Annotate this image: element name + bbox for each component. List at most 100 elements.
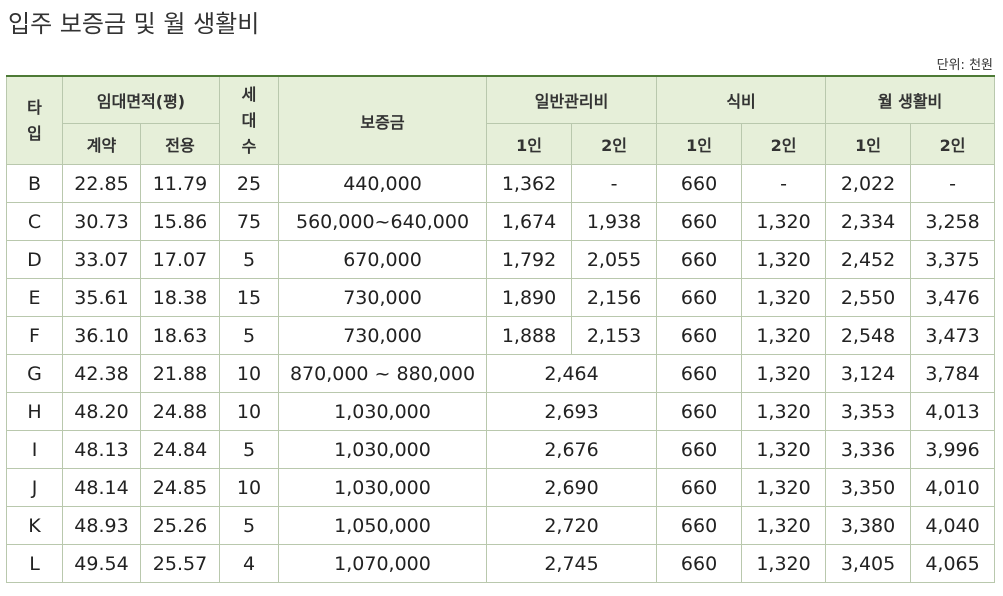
unit-label: 단위: 천원 [936,58,993,73]
cell-living-1: 2,452 [825,240,912,279]
table-row: F 36.10 18.63 5 730,000 1,888 2,153 660 1,320 2,5… [6,316,996,355]
cell-area-exclusive: 15.86 [139,202,221,241]
cell-living-1: 3,336 [825,430,912,469]
cell-deposit: 1,030,000 [278,392,488,431]
cell-living-1: 3,353 [825,392,912,431]
cell-area-exclusive: 24.85 [139,468,221,507]
table-row: J 48.14 24.85 10 1,030,000 2,690 660 1,320 3,350… [6,468,996,507]
cell-deposit: 1,050,000 [278,506,488,545]
cell-living-2: 3,473 [910,316,996,355]
header-area: 임대면적(평) [61,75,221,124]
cost-table: 타 입 임대면적(평) 세 대 수 보증금 일반관리비 식비 월 생활비 계약 … [6,75,996,583]
cell-mgmt-1: 1,888 [486,316,573,355]
table-row: E 35.61 18.38 15 730,000 1,890 2,156 660 1,320 2,… [6,278,996,317]
header-deposit: 보증금 [278,75,488,165]
cell-food-2: 1,320 [741,392,827,431]
cell-living-1: 3,380 [825,506,912,545]
cell-food-2: 1,320 [741,278,827,317]
cell-households: 10 [219,392,280,431]
cell-households: 5 [219,316,280,355]
header-living-2: 2인 [910,123,996,165]
cell-area-exclusive: 21.88 [139,354,221,393]
cell-food-1: 660 [656,316,743,355]
cell-mgmt: 2,745 [486,544,658,583]
cell-area-contract: 49.54 [62,544,141,583]
cell-area-contract: 36.10 [62,316,141,355]
cell-area-exclusive: 25.26 [139,506,221,545]
cell-mgmt: 2,720 [486,506,658,545]
cell-type: B [6,164,63,203]
cell-area-exclusive: 24.88 [139,392,221,431]
cell-mgmt-1: 1,674 [486,202,573,241]
cell-food-2: 1,320 [741,430,827,469]
cell-deposit: 730,000 [278,278,488,317]
cell-type: K [6,506,63,545]
table-row: I 48.13 24.84 5 1,030,000 2,676 660 1,320 3,336 3… [6,430,996,469]
header-mgmt-1: 1인 [486,123,573,165]
cell-food-2: - [741,164,827,203]
cell-area-contract: 42.38 [62,354,141,393]
cell-food-2: 1,320 [741,468,827,507]
cell-households: 10 [219,354,280,393]
cell-living-2: 4,010 [910,468,996,507]
cell-households: 10 [219,468,280,507]
cell-food-2: 1,320 [741,506,827,545]
cell-deposit: 1,030,000 [278,430,488,469]
cell-mgmt-1: 1,792 [486,240,573,279]
cell-deposit: 730,000 [278,316,488,355]
cell-living-2: 4,013 [910,392,996,431]
table-row: C 30.73 15.86 75 560,000~640,000 1,674 1,938 66… [6,202,996,241]
cell-area-contract: 22.85 [62,164,141,203]
cell-living-2: - [910,164,996,203]
cell-food-1: 660 [656,506,743,545]
cell-food-1: 660 [656,164,743,203]
cell-area-contract: 33.07 [62,240,141,279]
header-households: 세 대 수 [219,75,280,165]
cell-food-2: 1,320 [741,240,827,279]
header-food: 식비 [656,75,827,124]
header-households-line: 세 [241,84,257,104]
cell-type: E [6,278,63,317]
cell-living-1: 3,405 [825,544,912,583]
cell-mgmt: 2,676 [486,430,658,469]
header-living-1: 1인 [825,123,912,165]
cell-area-exclusive: 11.79 [139,164,221,203]
cell-mgmt-1: 1,362 [486,164,573,203]
header-area-contract: 계약 [62,123,141,165]
cell-food-1: 660 [656,202,743,241]
cell-mgmt-2: 2,055 [571,240,658,279]
header-food-2: 2인 [741,123,827,165]
cell-deposit: 440,000 [278,164,488,203]
cell-type: H [6,392,63,431]
cell-type: F [6,316,63,355]
cell-living-2: 3,996 [910,430,996,469]
cell-households: 15 [219,278,280,317]
page-title: 입주 보증금 및 월 생활비 [8,10,260,38]
cell-area-contract: 48.13 [62,430,141,469]
cell-households: 4 [219,544,280,583]
cell-food-2: 1,320 [741,354,827,393]
cell-area-contract: 35.61 [62,278,141,317]
cell-mgmt: 2,690 [486,468,658,507]
cell-living-1: 3,124 [825,354,912,393]
cell-living-1: 2,548 [825,316,912,355]
cell-area-exclusive: 25.57 [139,544,221,583]
cell-mgmt-1: 1,890 [486,278,573,317]
cell-living-1: 2,334 [825,202,912,241]
cell-households: 5 [219,240,280,279]
cell-food-1: 660 [656,354,743,393]
cell-area-exclusive: 18.63 [139,316,221,355]
cell-area-exclusive: 18.38 [139,278,221,317]
cell-households: 5 [219,430,280,469]
cell-mgmt: 2,464 [486,354,658,393]
cell-area-exclusive: 24.84 [139,430,221,469]
cell-food-1: 660 [656,278,743,317]
header-households-line: 대 [241,110,257,130]
cell-type: L [6,544,63,583]
cell-area-contract: 48.20 [62,392,141,431]
cell-food-2: 1,320 [741,544,827,583]
cell-area-contract: 30.73 [62,202,141,241]
cell-type: G [6,354,63,393]
cell-deposit: 870,000 ~ 880,000 [278,354,488,393]
table-row: D 33.07 17.07 5 670,000 1,792 2,055 660 1,320 2,4… [6,240,996,279]
